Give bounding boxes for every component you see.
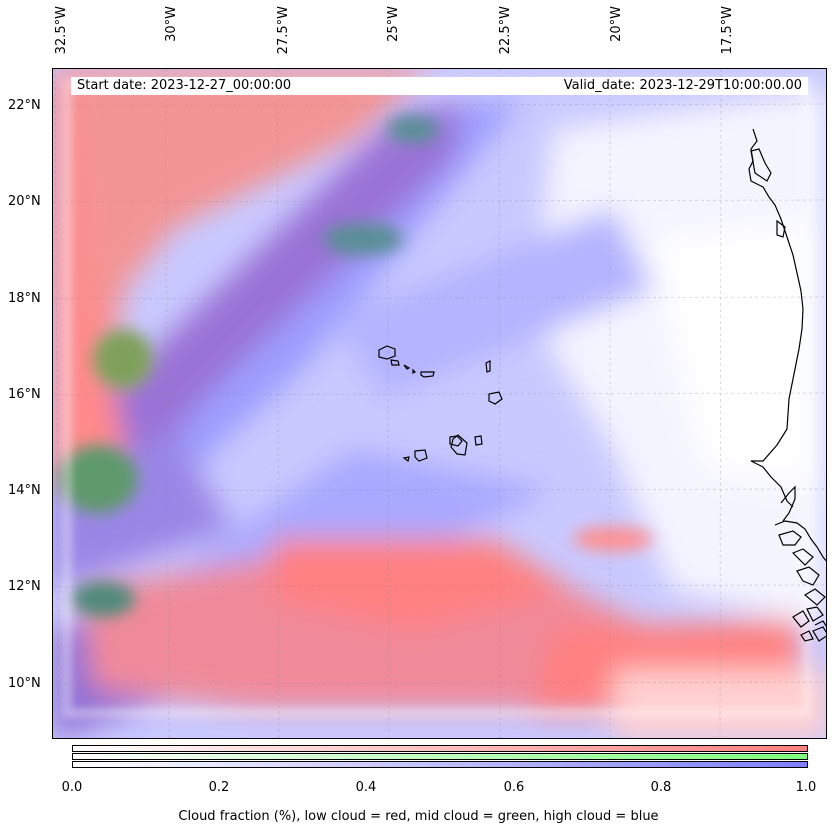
cloud-fraction-map: Start date: 2023-12-27_00:00:00 Valid_da… <box>52 68 827 739</box>
cloud-field-svg <box>53 69 826 738</box>
start-date-label: Start date: 2023-12-27_00:00:00 <box>77 78 292 93</box>
lat-label-16n: 16°N <box>8 387 41 402</box>
valid-date-label: Valid_date: 2023-12-29T10:00:00.00 <box>563 78 802 93</box>
lon-label-32-5w: 32.5°W <box>54 6 69 55</box>
date-header: Start date: 2023-12-27_00:00:00 Valid_da… <box>71 77 808 95</box>
lon-label-22-5w: 22.5°W <box>498 6 513 55</box>
lon-label-17-5w: 17.5°W <box>720 6 735 55</box>
colorbar-tick-0-6: 0.6 <box>503 780 525 795</box>
colorbar-tick-0-8: 0.8 <box>650 780 672 795</box>
lon-label-30w: 30°W <box>164 6 179 42</box>
lat-label-18n: 18°N <box>8 291 41 306</box>
colorbar-low-cloud <box>72 745 808 752</box>
colorbar-mid-cloud <box>72 753 808 760</box>
lat-label-22n: 22°N <box>8 98 41 113</box>
lat-label-12n: 12°N <box>8 579 41 594</box>
lon-label-20w: 20°W <box>609 6 624 42</box>
colorbar-tick-0-2: 0.2 <box>208 780 230 795</box>
lon-label-25w: 25°W <box>386 6 401 42</box>
lat-label-20n: 20°N <box>8 194 41 209</box>
colorbar-label: Cloud fraction (%), low cloud = red, mid… <box>178 809 659 824</box>
colorbar-high-cloud <box>72 761 808 768</box>
colorbar-tick-0-0: 0.0 <box>61 780 83 795</box>
lat-label-10n: 10°N <box>8 676 41 691</box>
lat-label-14n: 14°N <box>8 483 41 498</box>
colorbar-tick-0-4: 0.4 <box>355 780 377 795</box>
lon-label-27-5w: 27.5°W <box>276 6 291 55</box>
colorbar-tick-1-0: 1.0 <box>795 780 817 795</box>
